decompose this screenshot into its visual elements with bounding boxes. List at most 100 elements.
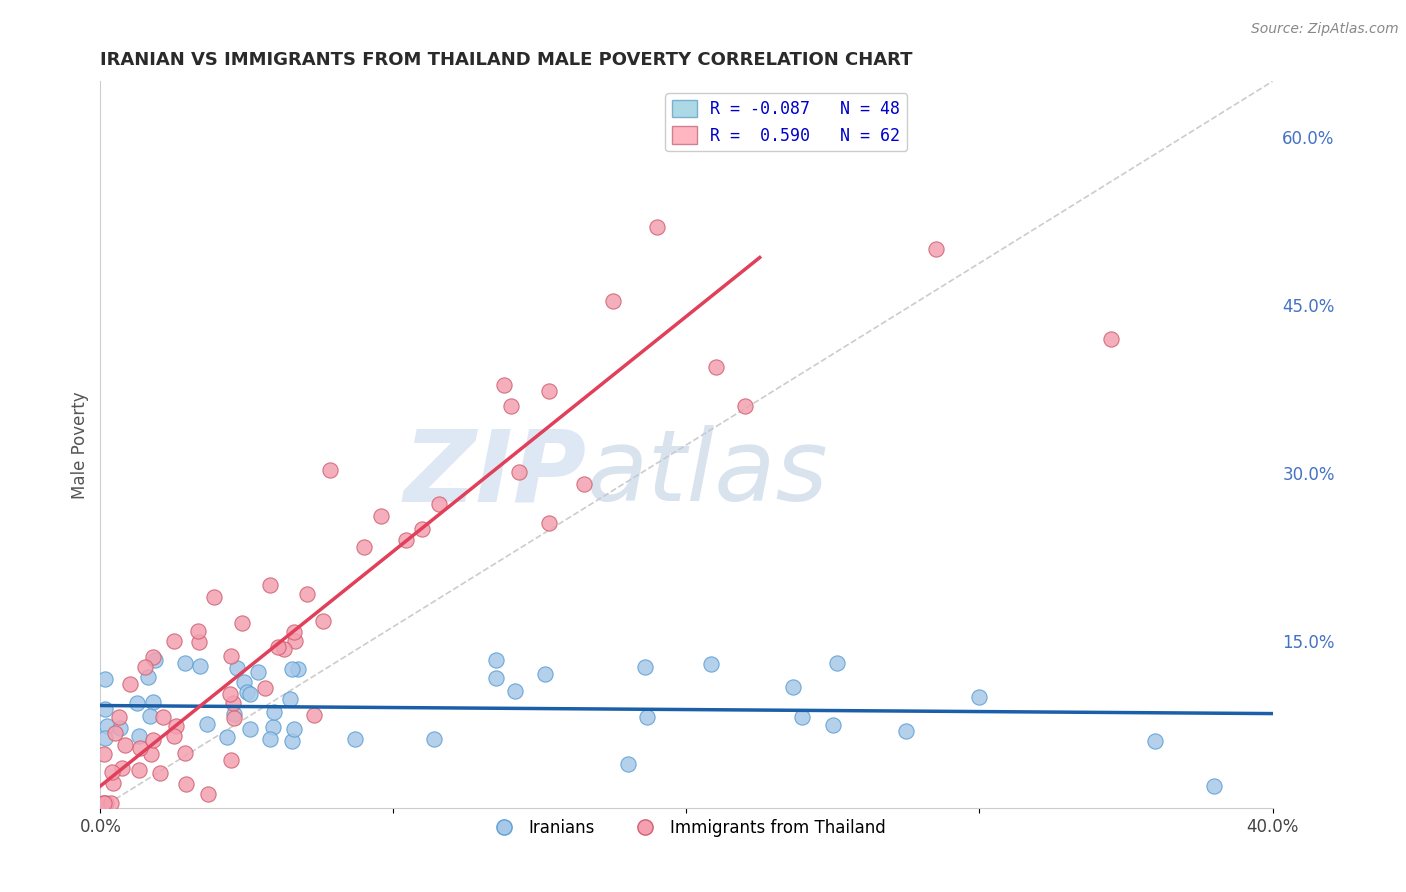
- Text: atlas: atlas: [586, 425, 828, 523]
- Point: [602, 293, 624, 308]
- Point: [263, 705, 285, 719]
- Point: [494, 377, 516, 392]
- Point: [129, 740, 152, 755]
- Point: [537, 384, 560, 398]
- Point: [484, 653, 506, 667]
- Point: [790, 709, 813, 723]
- Point: [273, 641, 295, 656]
- Point: [280, 662, 302, 676]
- Point: [247, 665, 270, 679]
- Point: [107, 710, 129, 724]
- Point: [128, 763, 150, 777]
- Point: [222, 696, 245, 710]
- Point: [127, 696, 149, 710]
- Point: [427, 498, 450, 512]
- Y-axis label: Male Poverty: Male Poverty: [72, 391, 89, 499]
- Point: [508, 465, 530, 479]
- Point: [969, 690, 991, 704]
- Point: [219, 753, 242, 767]
- Point: [165, 719, 187, 733]
- Point: [281, 733, 304, 747]
- Point: [232, 674, 254, 689]
- Point: [1099, 332, 1122, 346]
- Point: [499, 399, 522, 413]
- Point: [128, 729, 150, 743]
- Point: [319, 463, 342, 477]
- Point: [174, 777, 197, 791]
- Point: [825, 657, 848, 671]
- Point: [896, 723, 918, 738]
- Point: [821, 717, 844, 731]
- Point: [163, 729, 186, 743]
- Point: [219, 687, 242, 701]
- Point: [343, 732, 366, 747]
- Point: [295, 587, 318, 601]
- Point: [259, 578, 281, 592]
- Point: [94, 702, 117, 716]
- Point: [142, 695, 165, 709]
- Point: [370, 509, 392, 524]
- Point: [537, 516, 560, 530]
- Point: [236, 685, 259, 699]
- Point: [503, 683, 526, 698]
- Point: [304, 707, 326, 722]
- Point: [633, 660, 655, 674]
- Point: [142, 650, 165, 665]
- Point: [311, 614, 333, 628]
- Text: IRANIAN VS IMMIGRANTS FROM THAILAND MALE POVERTY CORRELATION CHART: IRANIAN VS IMMIGRANTS FROM THAILAND MALE…: [100, 51, 912, 69]
- Point: [108, 721, 131, 735]
- Point: [267, 640, 290, 654]
- Point: [284, 634, 307, 648]
- Point: [93, 672, 115, 686]
- Point: [188, 658, 211, 673]
- Point: [283, 723, 305, 737]
- Point: [782, 680, 804, 694]
- Point: [174, 746, 197, 760]
- Point: [143, 653, 166, 667]
- Point: [239, 723, 262, 737]
- Point: [120, 676, 142, 690]
- Point: [134, 660, 156, 674]
- Point: [395, 533, 418, 547]
- Point: [924, 242, 946, 256]
- Point: [136, 670, 159, 684]
- Point: [195, 716, 218, 731]
- Point: [224, 711, 246, 725]
- Point: [231, 615, 253, 630]
- Point: [259, 732, 281, 747]
- Text: ZIP: ZIP: [404, 425, 586, 523]
- Point: [101, 765, 124, 780]
- Point: [411, 522, 433, 536]
- Point: [100, 796, 122, 810]
- Point: [114, 739, 136, 753]
- Point: [222, 706, 245, 721]
- Point: [174, 656, 197, 670]
- Legend: Iranians, Immigrants from Thailand: Iranians, Immigrants from Thailand: [481, 813, 893, 844]
- Point: [219, 648, 242, 663]
- Text: Source: ZipAtlas.com: Source: ZipAtlas.com: [1251, 22, 1399, 37]
- Point: [163, 634, 186, 648]
- Point: [734, 399, 756, 413]
- Point: [1202, 779, 1225, 793]
- Point: [91, 796, 114, 810]
- Point: [101, 776, 124, 790]
- Point: [141, 747, 163, 761]
- Point: [204, 590, 226, 604]
- Point: [700, 657, 723, 671]
- Point: [93, 731, 115, 746]
- Point: [139, 709, 162, 723]
- Point: [152, 710, 174, 724]
- Point: [534, 667, 557, 681]
- Point: [187, 624, 209, 638]
- Point: [636, 710, 658, 724]
- Point: [423, 731, 446, 746]
- Point: [111, 761, 134, 775]
- Point: [94, 796, 117, 810]
- Point: [645, 219, 668, 234]
- Point: [96, 719, 118, 733]
- Point: [197, 787, 219, 801]
- Point: [262, 720, 284, 734]
- Point: [93, 796, 115, 810]
- Point: [353, 540, 375, 554]
- Point: [239, 687, 262, 701]
